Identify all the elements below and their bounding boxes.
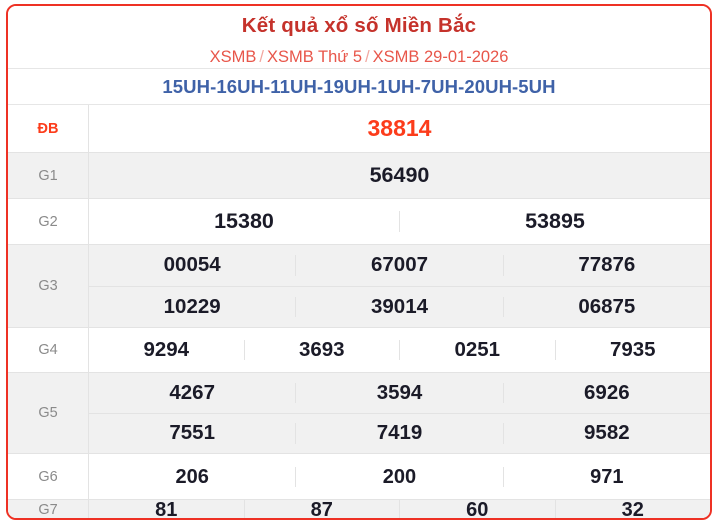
prize-number: 7551 (89, 423, 297, 444)
table-row-g5: G5 4267 3594 6926 7551 7419 9582 (8, 373, 710, 454)
prize-number: 9582 (584, 423, 630, 444)
prize-number: 53895 (525, 210, 585, 233)
prize-values-db: 38814 (89, 105, 710, 152)
prize-number: 200 (296, 466, 504, 487)
table-row-g6: G6 206 200 971 (8, 454, 710, 500)
results-table: ĐB 38814 G1 56490 G2 15380 53895 (8, 104, 710, 520)
prize-number: 00054 (89, 255, 297, 276)
prize-values-g6: 206 200 971 (89, 454, 710, 499)
prize-label-g6: G6 (8, 454, 89, 499)
board-header: Kết quả xổ số Miền Bắc XSMB / XSMB Thứ 5/X… (8, 6, 710, 68)
table-row-g2: G2 15380 53895 (8, 199, 710, 245)
table-row-g1: G1 56490 (8, 153, 710, 199)
prize-number: 3594 (296, 382, 504, 403)
prize-number: 56490 (369, 164, 430, 187)
page-title: Kết quả xổ số Miền Bắc (241, 14, 477, 37)
prize-label-g7: G7 (8, 500, 89, 518)
prize-number: 10229 (89, 296, 297, 317)
prize-number: 15380 (89, 210, 400, 233)
prize-number: 0251 (400, 339, 556, 361)
value-line: 10229 39014 06875 (89, 287, 710, 328)
value-line: 00054 67007 77876 (89, 245, 710, 287)
prize-label-g4: G4 (8, 328, 89, 372)
prize-number: 06875 (578, 296, 636, 317)
prize-number: 7935 (609, 339, 656, 361)
value-line: 81 87 60 32 (89, 500, 710, 520)
lottery-result-board: Kết quả xổ số Miền Bắc XSMB / XSMB Thứ 5/X… (6, 4, 712, 520)
prize-number: 87 (245, 500, 400, 518)
prize-number: 60 (400, 500, 556, 518)
breadcrumb-separator: / (365, 48, 370, 66)
prize-number: 81 (89, 500, 245, 518)
prize-values-g3: 00054 67007 77876 10229 39014 06875 (89, 245, 710, 327)
prize-number: 32 (621, 500, 644, 520)
breadcrumb-item-xsmb[interactable]: XSMB (209, 48, 257, 66)
breadcrumb-item-date[interactable]: XSMB 29-01-2026 (372, 48, 509, 66)
prize-label-g1: G1 (8, 153, 89, 198)
value-line: 38814 (89, 105, 710, 152)
prize-number: 971 (590, 466, 624, 487)
prize-number: 3693 (245, 339, 400, 361)
prize-number: 39014 (296, 296, 504, 317)
prize-values-g5: 4267 3594 6926 7551 7419 9582 (89, 373, 710, 453)
value-line: 56490 (89, 153, 710, 198)
table-row-db: ĐB 38814 (8, 105, 710, 153)
prize-number: 4267 (89, 382, 297, 403)
prize-number: 9294 (89, 339, 245, 361)
ticket-code-bar: 15UH-16UH-11UH-19UH-1UH-7UH-20UH-5UH (8, 68, 710, 104)
table-row-g4: G4 9294 3693 0251 7935 (8, 328, 710, 373)
prize-number: 6926 (584, 382, 630, 403)
prize-label-db: ĐB (8, 105, 89, 152)
breadcrumb: XSMB / XSMB Thứ 5/XSMB 29-01-2026 (8, 46, 710, 68)
table-row-g7: G7 81 87 60 32 (8, 500, 710, 520)
prize-values-g7: 81 87 60 32 (89, 500, 710, 520)
prize-values-g2: 15380 53895 (89, 199, 710, 244)
table-row-g3: G3 00054 67007 77876 10229 39014 06875 (8, 245, 710, 328)
breadcrumb-item-weekday[interactable]: XSMB Thứ 5 (266, 48, 363, 66)
value-line: 9294 3693 0251 7935 (89, 328, 710, 372)
prize-number: 206 (89, 466, 297, 487)
prize-number: 77876 (578, 255, 636, 276)
prize-label-g5: G5 (8, 373, 89, 453)
prize-label-g2: G2 (8, 199, 89, 244)
prize-values-g1: 56490 (89, 153, 710, 198)
prize-number: 38814 (367, 117, 432, 140)
breadcrumb-separator: / (259, 48, 264, 66)
prize-values-g4: 9294 3693 0251 7935 (89, 328, 710, 372)
value-line: 15380 53895 (89, 199, 710, 244)
value-line: 7551 7419 9582 (89, 414, 710, 454)
value-line: 206 200 971 (89, 454, 710, 499)
prize-number: 67007 (296, 255, 504, 276)
prize-label-g3: G3 (8, 245, 89, 327)
prize-number: 7419 (296, 423, 504, 444)
value-line: 4267 3594 6926 (89, 373, 710, 414)
